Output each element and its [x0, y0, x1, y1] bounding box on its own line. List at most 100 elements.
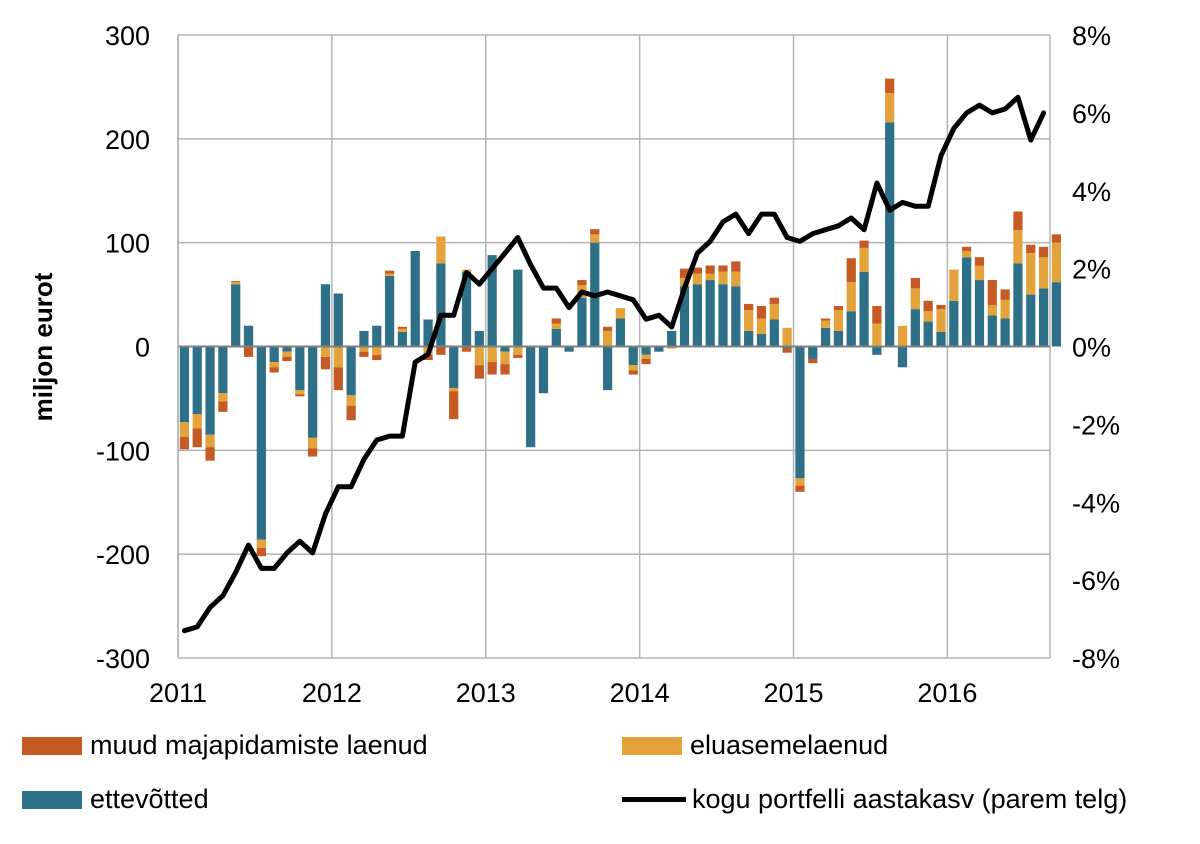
x-tick-label: 2014 [610, 678, 670, 708]
bar-eluasemelaenud [936, 309, 946, 332]
bar-muud-laenud [744, 303, 754, 311]
bar-muud-laenud [859, 240, 869, 248]
bar-ettevotted [282, 346, 292, 352]
bar-eluasemelaenud [692, 273, 702, 285]
x-tick-label: 2013 [456, 678, 516, 708]
bar-ettevotted [654, 346, 664, 352]
bar-eluasemelaenud [1000, 299, 1010, 319]
bar-ettevotted [987, 315, 997, 347]
left-tick-label: 0 [135, 333, 150, 363]
bar-ettevotted [962, 257, 972, 347]
bar-eluasemelaenud [820, 320, 831, 328]
right-tick-label: -8% [1072, 644, 1120, 674]
bar-ettevotted [269, 346, 279, 363]
bar-eluasemelaenud [449, 388, 459, 392]
bar-ettevotted [436, 263, 446, 347]
right-tick-label: -4% [1072, 488, 1120, 518]
legend-swatch-eluase [622, 736, 682, 755]
bar-eluasemelaenud [718, 271, 728, 285]
bar-eluasemelaenud [269, 362, 279, 368]
bar-eluasemelaenud [974, 265, 985, 281]
bar-ettevotted [718, 284, 728, 347]
x-tick-label: 2012 [302, 678, 362, 708]
bar-muud-laenud [474, 365, 484, 379]
bar-eluasemelaenud [192, 413, 202, 429]
bar-ettevotted [615, 318, 626, 347]
bar-ettevotted [397, 331, 408, 347]
x-tick-label: 2015 [763, 678, 823, 708]
bar-muud-laenud [641, 358, 651, 365]
bar-muud-laenud [1000, 289, 1010, 300]
bar-ettevotted [500, 346, 510, 352]
bar-ettevotted [731, 286, 741, 347]
bar-eluasemelaenud [333, 346, 343, 368]
legend-label-muud: muud majapidamiste laenud [90, 730, 428, 760]
bar-eluasemelaenud [949, 269, 959, 301]
bar-eluasemelaenud [346, 395, 356, 406]
bar-eluasemelaenud [731, 271, 741, 287]
bar-ettevotted [897, 346, 908, 368]
bar-eluasemelaenud [667, 346, 677, 349]
bar-muud-laenud [487, 362, 497, 375]
bar-eluasemelaenud [513, 346, 523, 355]
bar-ettevotted [936, 331, 946, 347]
bar-eluasemelaenud [962, 250, 972, 258]
bar-muud-laenud [256, 547, 266, 557]
bar-muud-laenud [205, 447, 215, 461]
bar-muud-laenud [397, 326, 408, 329]
bar-ettevotted [1000, 318, 1010, 347]
bar-muud-laenud [436, 346, 446, 355]
legend-item-ettev: ettevõtted [22, 784, 209, 815]
bar-ettevotted [949, 300, 959, 347]
bar-muud-laenud [782, 348, 792, 353]
bar-eluasemelaenud [282, 351, 292, 357]
bar-ettevotted [769, 319, 779, 347]
bar-muud-laenud [179, 436, 190, 450]
legend-label-ettev: ettevõtted [90, 784, 209, 814]
bar-eluasemelaenud [295, 390, 305, 395]
bar-ettevotted [410, 250, 420, 347]
right-axis-ticks: 8% 6% 4% 2% 0% -2% -4% -6% -8% [1072, 21, 1120, 674]
bar-eluasemelaenud [1038, 257, 1049, 289]
bar-ettevotted [974, 280, 985, 347]
right-tick-label: 6% [1072, 99, 1111, 129]
bar-muud-laenud [872, 306, 882, 324]
bar-eluasemelaenud [846, 282, 856, 312]
bar-muud-laenud [679, 268, 690, 278]
bar-eluasemelaenud [500, 351, 510, 365]
bar-eluasemelaenud [628, 365, 638, 371]
bar-muud-laenud [384, 270, 395, 274]
bar-eluasemelaenud [372, 346, 382, 355]
bar-muud-laenud [974, 257, 985, 266]
bar-eluasemelaenud [782, 327, 792, 347]
bar-ettevotted [320, 284, 331, 347]
bar-ettevotted [833, 330, 844, 347]
bar-muud-laenud [500, 364, 510, 375]
bar-muud-laenud [423, 354, 433, 360]
bar-ettevotted [885, 122, 895, 347]
bar-ettevotted [923, 321, 933, 347]
bar-muud-laenud [1051, 234, 1062, 243]
legend-item-growth: kogu portfelli aastakasv (parem telg) [622, 784, 1127, 815]
bar-ettevotted [1051, 282, 1062, 347]
legend-label-eluase: eluasemelaenud [690, 730, 889, 760]
bar-ettevotted [359, 330, 369, 347]
bar-ettevotted [846, 311, 856, 347]
bar-muud-laenud [602, 326, 613, 331]
bar-eluasemelaenud [1013, 230, 1023, 264]
right-tick-label: 2% [1072, 255, 1111, 285]
bar-ettevotted [487, 255, 497, 347]
bar-series [179, 78, 1062, 557]
bar-muud-laenud [833, 306, 844, 311]
bar-ettevotted [820, 327, 831, 347]
legend-label-growth: kogu portfelli aastakasv (parem telg) [692, 784, 1128, 814]
bar-eluasemelaenud [923, 311, 933, 322]
bar-ettevotted [346, 346, 356, 396]
bar-muud-laenud [923, 300, 933, 312]
x-tick-label: 2016 [917, 678, 977, 708]
bar-eluasemelaenud [384, 273, 395, 276]
bar-eluasemelaenud [910, 288, 920, 310]
bar-eluasemelaenud [256, 539, 266, 548]
legend-swatch-ettev [22, 790, 82, 809]
left-tick-label: -100 [96, 436, 150, 466]
